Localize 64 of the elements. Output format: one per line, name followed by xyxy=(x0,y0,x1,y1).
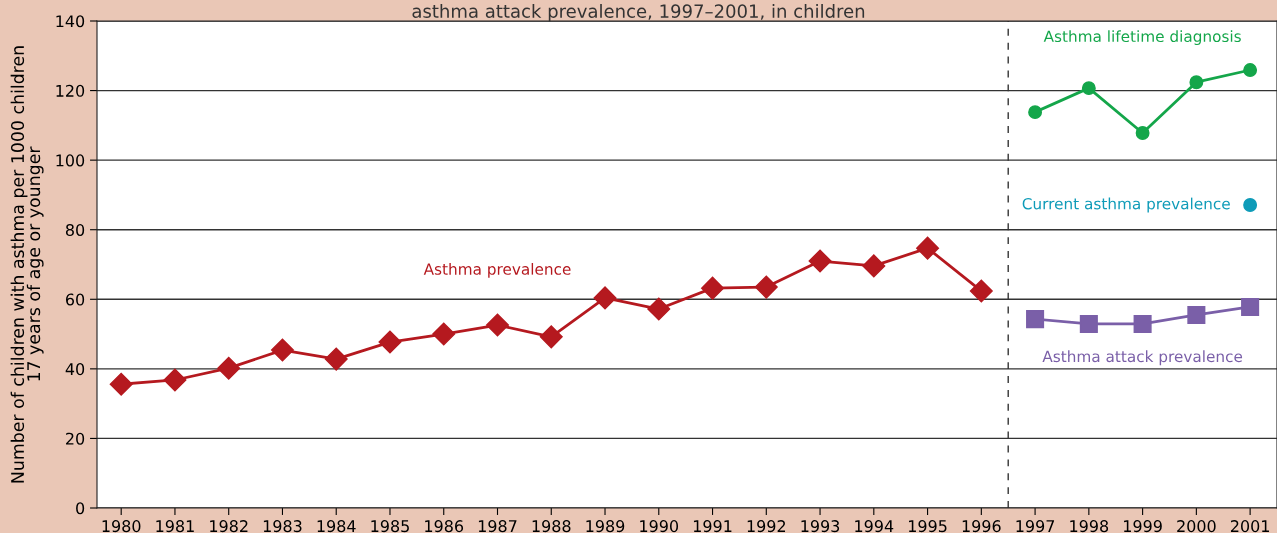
point xyxy=(1079,314,1098,334)
point xyxy=(109,372,133,396)
point xyxy=(539,325,563,349)
point xyxy=(1243,63,1258,77)
x-tick-label: 1991 xyxy=(693,520,732,533)
point xyxy=(1187,305,1206,324)
point xyxy=(593,286,617,310)
point xyxy=(808,249,832,273)
x-tick-label: 1990 xyxy=(640,520,679,533)
y-tick-label: 80 xyxy=(65,223,85,237)
x-tick-label: 1981 xyxy=(156,520,194,533)
y-tick-label: 40 xyxy=(65,363,85,376)
point xyxy=(378,330,402,354)
x-tick-label: 2001 xyxy=(1230,520,1269,533)
point xyxy=(486,313,509,337)
point xyxy=(647,297,671,321)
x-tick-label: 2000 xyxy=(1177,520,1216,533)
series-label: Asthma lifetime diagnosis xyxy=(1043,30,1241,46)
point xyxy=(1133,314,1152,334)
point xyxy=(324,347,348,371)
x-tick-label: 1988 xyxy=(532,520,571,533)
point xyxy=(969,279,993,303)
point xyxy=(1026,310,1045,329)
point xyxy=(1241,297,1260,316)
point xyxy=(217,356,241,380)
text: Asthma prevalence xyxy=(423,263,571,278)
point xyxy=(1028,105,1043,120)
x-tick-label: 1985 xyxy=(371,520,409,533)
x-tick-label: 1982 xyxy=(210,520,248,533)
y-tick-label: 20 xyxy=(66,432,85,445)
point xyxy=(862,254,886,278)
point xyxy=(701,276,725,300)
y-tick-label: 120 xyxy=(56,84,85,97)
y-tick-label: 60 xyxy=(65,293,85,306)
series-label: Asthma attack prevalence xyxy=(1042,350,1243,366)
y-tick-label: 140 xyxy=(56,15,85,28)
point xyxy=(163,368,187,392)
point xyxy=(1189,75,1204,90)
series-label: Current asthma prevalence xyxy=(1022,197,1230,213)
point xyxy=(270,338,294,362)
x-tick-label: 1987 xyxy=(478,520,517,533)
x-tick-label: 1993 xyxy=(801,520,840,533)
point xyxy=(1081,81,1096,96)
point xyxy=(1135,126,1150,140)
x-tick-label: 1986 xyxy=(425,520,464,533)
point xyxy=(432,322,456,346)
point xyxy=(754,275,778,299)
x-tick-label: 1996 xyxy=(962,520,1001,533)
point xyxy=(1243,198,1258,212)
x-tick-label: 1983 xyxy=(263,520,302,533)
x-tick-label: 1997 xyxy=(1016,520,1055,533)
x-tick-label: 1992 xyxy=(747,520,786,533)
point xyxy=(916,236,940,260)
x-tick-label: 1989 xyxy=(586,520,625,533)
chart-title: asthma attack prevalence, 1997–2001, in children xyxy=(412,4,865,22)
x-tick-label: 1984 xyxy=(317,520,356,533)
x-tick-label: 1994 xyxy=(855,520,894,533)
y-tick-label: 0 xyxy=(76,502,85,515)
y-axis-title: Number of children with asthma per 1000 children 17 years of age or younger xyxy=(10,46,44,483)
x-tick-label: 1998 xyxy=(1070,520,1109,533)
x-tick-label: 1999 xyxy=(1124,520,1162,533)
x-tick-label: 1995 xyxy=(909,520,947,533)
x-tick-label: 1980 xyxy=(102,520,141,533)
y-tick-label: 100 xyxy=(56,154,85,167)
